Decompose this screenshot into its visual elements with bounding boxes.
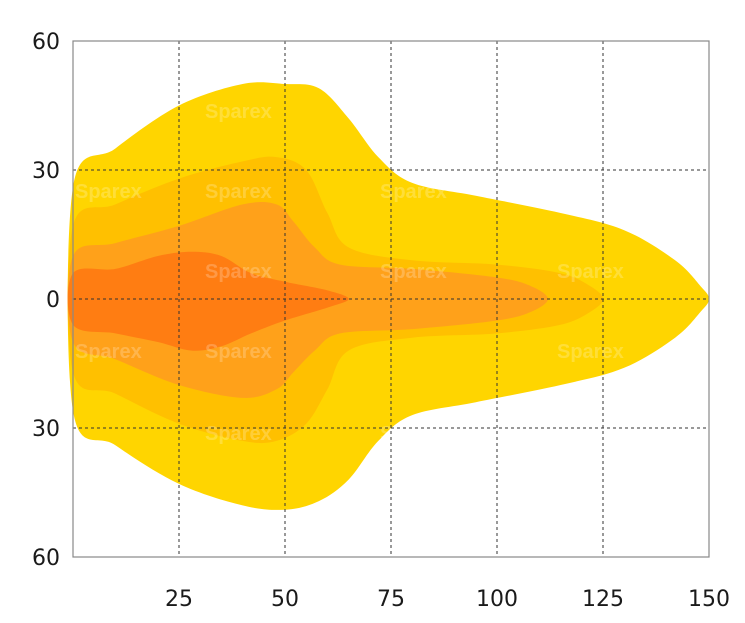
x-tick-label: 100 bbox=[476, 587, 518, 612]
y-tick-label: 30 bbox=[32, 417, 60, 442]
watermark-text: Sparex bbox=[75, 341, 142, 363]
watermark-text: Sparex bbox=[557, 341, 624, 363]
watermark-layer: Sparex Sparex Sparex Sparex Sparex Sparex Spar… bbox=[75, 101, 624, 445]
watermark-text: Sparex bbox=[205, 181, 272, 203]
watermark-text: Sparex bbox=[75, 181, 142, 203]
y-tick-label: 60 bbox=[32, 30, 60, 55]
intensity-zone-4 bbox=[67, 251, 349, 351]
watermark-text: Sparex bbox=[205, 261, 272, 283]
intensity-zones bbox=[67, 82, 710, 510]
y-axis-ticks: 60 30 0 30 60 bbox=[32, 30, 60, 571]
watermark-text: Sparex bbox=[557, 261, 624, 283]
watermark-text: Sparex bbox=[205, 341, 272, 363]
watermark-text: Sparex bbox=[205, 423, 272, 445]
y-tick-label: 60 bbox=[32, 546, 60, 571]
x-tick-label: 75 bbox=[377, 587, 405, 612]
watermark-text: Sparex bbox=[205, 101, 272, 123]
grid-lines bbox=[73, 41, 709, 557]
y-tick-label: 0 bbox=[46, 288, 60, 313]
watermark-text: Sparex bbox=[380, 181, 447, 203]
x-axis-ticks: 25 50 75 100 125 150 bbox=[165, 587, 730, 612]
x-tick-label: 150 bbox=[688, 587, 730, 612]
watermark-text: Sparex bbox=[380, 423, 447, 445]
watermark-text: Sparex bbox=[380, 261, 447, 283]
x-tick-label: 25 bbox=[165, 587, 193, 612]
y-tick-label: 30 bbox=[32, 159, 60, 184]
x-tick-label: 125 bbox=[582, 587, 624, 612]
plot-frame bbox=[72, 40, 710, 558]
x-tick-label: 50 bbox=[271, 587, 299, 612]
